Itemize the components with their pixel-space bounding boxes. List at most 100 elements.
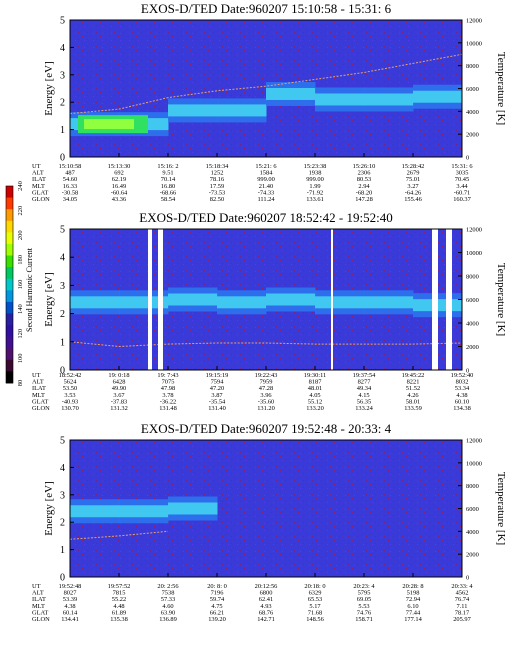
temperature-tick-label: 6000 [466,86,479,93]
data-gap [446,229,452,370]
energy-band-core [315,93,365,106]
ephemeris-cell: 65.53 [308,596,322,603]
ephemeris-cell: 4.75 [211,603,222,610]
energy-tick-label: 1 [60,545,65,556]
ephemeris-cell: 15:28:42 [402,163,425,170]
ephemeris-cell: 4.26 [407,392,418,399]
ephemeris-cell: 8032 [456,379,469,386]
ephemeris-cell: 131.40 [208,405,226,412]
energy-tick-label: 5 [60,436,65,447]
energy-tick-label: 4 [60,43,65,54]
ephemeris-cell: 19:52:48 [59,583,82,590]
ephemeris-cell: 6329 [309,590,322,597]
temperature-axis-label: Temperature [K] [495,263,505,336]
ephemeris-cell: 53.34 [455,385,470,392]
temperature-tick-label: 6000 [466,297,479,304]
temperature-tick-label: 2000 [466,344,479,351]
panel-3: EXOS-D/TED Date:960207 19:52:48 - 20:33:… [32,421,505,623]
ephemeris-row-label: GLAT [32,189,48,196]
ephemeris-cell: 72.94 [406,596,421,603]
data-gap [158,229,163,370]
ephemeris-cell: 487 [65,170,75,177]
panels: EXOS-D/TED Date:960207 15:10:58 - 15:31:… [32,1,505,623]
ephemeris-cell: 16.80 [161,183,175,190]
energy-band-peak-core [84,119,134,130]
ephemeris-cell: 15:26:10 [353,163,376,170]
ephemeris-cell: 78.17 [455,609,470,616]
ephemeris-cell: 53.50 [63,385,77,392]
ephemeris-cell: 131.48 [159,405,177,412]
temperature-tick-label: 8000 [466,63,479,70]
ephemeris-cell: 15:16: 2 [157,163,178,170]
colorbar-tick-label: 100 [17,354,24,364]
colorbar-swatch [6,336,13,349]
energy-band-core [217,104,267,117]
temperature-tick-label: 12000 [466,227,482,234]
ephemeris-cell: 133.20 [306,405,324,412]
energy-tick-label: 1 [60,125,65,136]
ephemeris-cell: 15:31: 6 [451,163,472,170]
ephemeris-cell: 20:33: 4 [451,583,473,590]
temperature-tick-label: 8000 [466,483,479,490]
ephemeris-cell: 8027 [64,590,78,597]
ephemeris-cell: 4.48 [113,603,124,610]
ephemeris-cell: 111.24 [257,196,275,203]
ephemeris-cell: 7196 [211,590,224,597]
temperature-tick-label: 0 [466,155,469,162]
energy-tick-label: 4 [60,253,65,264]
ephemeris-cell: 133.61 [306,196,324,203]
ephemeris-row-label: ALT [32,379,44,386]
ephemeris-cell: 76.74 [455,596,470,603]
temperature-tick-label: 2000 [466,132,479,139]
ephemeris-cell: 155.46 [404,196,422,203]
ephemeris-cell: -60.64 [111,189,128,196]
ephemeris-cell: 47.98 [161,385,175,392]
ephemeris-row-label: MLT [32,183,45,190]
ephemeris-cell: 70.14 [161,176,176,183]
ephemeris-cell: -35.60 [258,398,275,405]
ephemeris-cell: -73.53 [209,189,226,196]
ephemeris-cell: 59.74 [210,596,225,603]
ephemeris-cell: 54.60 [63,176,77,183]
ephemeris-cell: 82.50 [210,196,224,203]
energy-axis-label: Energy [eV] [43,61,55,115]
temperature-axis-label: Temperature [K] [495,52,505,125]
ephemeris-cell: 1938 [309,170,322,177]
ephemeris-cell: 8277 [358,379,372,386]
energy-band-core [168,293,218,306]
ephemeris-cell: 5624 [64,379,78,386]
ephemeris-cell: 3.87 [211,392,223,399]
ephemeris-cell: 5.17 [309,603,321,610]
ephemeris-cell: 20: 2:56 [157,583,178,590]
ephemeris-cell: 7594 [211,379,225,386]
temperature-tick-label: 0 [466,368,469,375]
ephemeris-cell: 139.20 [208,616,226,623]
ephemeris-cell: 134.38 [453,405,471,412]
ephemeris-cell: 131.20 [257,405,275,412]
ephemeris-cell: 3035 [456,170,469,177]
ephemeris-cell: 60.14 [63,609,78,616]
ephemeris-cell: 160.37 [453,196,471,203]
temperature-tick-label: 4000 [466,109,479,116]
ephemeris-cell: 7815 [113,590,126,597]
ephemeris-cell: -40.93 [62,398,79,405]
ephemeris-cell: 21.40 [259,183,273,190]
temperature-tick-label: 0 [466,575,469,582]
ephemeris-cell: 131.32 [110,405,128,412]
ephemeris-cell: 15:21: 6 [255,163,276,170]
colorbar-swatch [6,232,13,245]
ephemeris-row-label: GLAT [32,609,48,616]
ephemeris-cell: 43.36 [112,196,126,203]
panel-title: EXOS-D/TED Date:960207 18:52:42 - 19:52:… [139,210,392,225]
ephemeris-cell: 69.05 [357,596,371,603]
energy-tick-label: 0 [60,573,65,584]
ephemeris-cell: 61.89 [112,609,126,616]
colorbar-tick-label: 200 [17,230,24,240]
energy-band-core [413,90,463,103]
energy-tick-label: 0 [60,366,65,377]
ephemeris-cell: 6428 [113,379,126,386]
ephemeris-cell: 17.59 [210,183,224,190]
energy-tick-label: 1 [60,337,65,348]
colorbar-swatch [6,267,13,280]
